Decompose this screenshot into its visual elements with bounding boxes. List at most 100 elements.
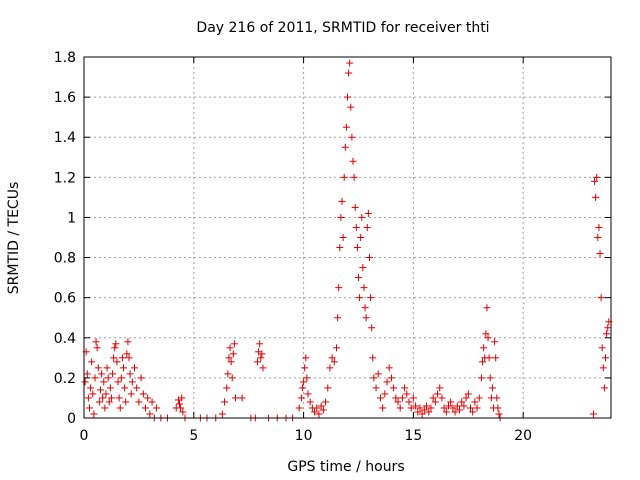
data-point — [405, 398, 413, 406]
data-point — [438, 394, 446, 402]
data-point — [126, 370, 134, 378]
data-point — [128, 378, 136, 386]
data-point — [486, 374, 494, 382]
data-point — [491, 338, 499, 346]
data-point — [232, 394, 240, 402]
plot-frame — [83, 56, 612, 419]
data-point — [595, 223, 603, 231]
data-point — [592, 193, 600, 201]
data-point — [112, 340, 120, 348]
data-point — [451, 408, 459, 416]
data-point — [91, 374, 99, 382]
data-point — [96, 386, 104, 394]
data-point — [369, 354, 377, 362]
data-point — [407, 404, 415, 412]
data-point — [370, 374, 378, 382]
data-point — [300, 378, 308, 386]
data-point — [341, 143, 349, 151]
data-point — [445, 402, 453, 410]
data-point — [313, 404, 321, 412]
data-point — [302, 354, 310, 362]
data-point — [436, 384, 444, 392]
data-point — [398, 394, 406, 402]
data-point — [392, 394, 400, 402]
data-points — [81, 59, 613, 422]
data-point — [141, 404, 149, 412]
y-tick-label: 0.4 — [54, 331, 76, 347]
data-point — [135, 398, 143, 406]
y-tick-labels: 0 0.2 0.4 0.6 0.8 1 1.2 1.4 1.6 1.8 — [54, 50, 76, 427]
data-point — [379, 404, 387, 412]
grid-lines — [84, 57, 611, 418]
data-point — [449, 404, 457, 412]
data-point — [315, 410, 323, 418]
data-point — [221, 398, 229, 406]
data-point — [345, 69, 353, 77]
data-point — [359, 264, 367, 272]
data-point — [387, 374, 395, 382]
data-point — [115, 394, 123, 402]
y-tick-label: 0 — [67, 411, 76, 427]
data-point — [394, 398, 402, 406]
data-point — [101, 404, 109, 412]
data-point — [364, 209, 372, 217]
data-point — [492, 354, 500, 362]
data-point — [177, 404, 185, 412]
data-point — [349, 157, 357, 165]
data-point — [453, 402, 461, 410]
data-point — [383, 378, 391, 386]
data-point — [253, 358, 261, 366]
data-point — [125, 354, 133, 362]
data-point — [144, 394, 152, 402]
data-point — [357, 234, 365, 241]
data-point — [346, 59, 354, 67]
data-point — [98, 370, 106, 378]
y-tick-label: 0.2 — [54, 371, 76, 387]
data-point — [114, 378, 122, 386]
data-point — [602, 354, 610, 362]
data-point — [326, 364, 334, 372]
data-point — [469, 408, 477, 416]
data-point — [238, 394, 246, 402]
data-point — [133, 384, 141, 392]
data-point — [482, 330, 490, 338]
data-point — [368, 324, 376, 332]
data-point — [396, 404, 404, 412]
axis-ticks — [83, 56, 611, 419]
data-point — [466, 404, 474, 412]
data-point — [117, 374, 125, 382]
data-point — [495, 410, 503, 418]
data-point — [339, 234, 347, 241]
data-point — [311, 408, 319, 416]
data-point — [122, 398, 130, 406]
data-point — [324, 384, 332, 392]
y-tick-label: 0.6 — [54, 291, 76, 307]
data-point — [228, 374, 236, 382]
data-point — [227, 358, 235, 366]
data-point — [598, 344, 606, 352]
data-point — [367, 294, 375, 302]
data-point — [178, 394, 186, 402]
data-point — [218, 410, 226, 418]
data-point — [333, 344, 341, 352]
data-point — [295, 404, 303, 412]
data-point — [427, 404, 435, 412]
data-point — [347, 103, 355, 111]
data-point — [89, 390, 97, 398]
x-tick-label: 20 — [514, 428, 532, 444]
data-point — [485, 354, 493, 362]
data-point — [102, 390, 110, 398]
data-point — [107, 394, 115, 402]
data-point — [416, 404, 424, 412]
data-point — [306, 398, 314, 406]
data-point — [336, 244, 344, 252]
data-point — [99, 394, 107, 402]
data-point — [352, 223, 360, 231]
data-point — [317, 402, 325, 410]
data-point — [84, 394, 92, 402]
data-point — [137, 374, 145, 382]
data-point — [403, 390, 411, 398]
data-point — [351, 203, 359, 211]
data-point — [131, 364, 139, 372]
